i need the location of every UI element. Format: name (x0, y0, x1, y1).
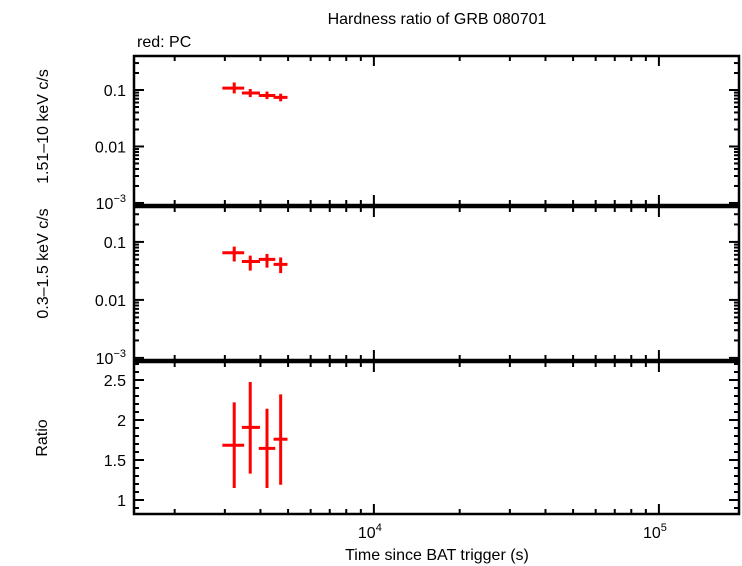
y-tick-label: 1 (117, 493, 126, 510)
panel-frame (132, 360, 741, 516)
panel-3: 1 1.5 2 2.5 Ratio (34, 360, 741, 516)
y-tick-label: 0.01 (95, 139, 126, 156)
chart-title: Hardness ratio of GRB 080701 (328, 11, 547, 28)
x-axis-label: Time since BAT trigger (s) (345, 547, 529, 564)
y-axis-label: 1.51–10 keV c/s (35, 69, 52, 184)
panel-2: 0.1 0.01 10−3 0.3–1.5 keV c/s (35, 205, 741, 368)
y-axis-label: 0.3–1.5 keV c/s (35, 208, 52, 318)
y-tick-label-exponent: −3 (113, 193, 126, 205)
panel-frame (132, 54, 741, 207)
x-tick-label: 105 (643, 522, 667, 542)
x-tick-label-exponent: 5 (661, 522, 667, 534)
y-tick-label: 2.5 (104, 373, 126, 390)
y-tick-label: 10−3 (96, 348, 126, 368)
y-axis-label: Ratio (34, 419, 51, 456)
y-tick-label: 2 (117, 413, 126, 430)
y-tick-label: 10−3 (96, 193, 126, 213)
y-tick-label: 1.5 (104, 453, 126, 470)
y-tick-label: 0.1 (104, 83, 126, 100)
panel-frame (132, 205, 741, 362)
x-tick-label-exponent: 4 (376, 522, 382, 534)
y-tick-label: 0.1 (104, 235, 126, 252)
panel-1: 0.1 0.01 10−3 1.51–10 keV c/s (35, 54, 741, 213)
y-tick-label-exponent: −3 (113, 348, 126, 360)
y-tick-label: 0.01 (95, 293, 126, 310)
x-tick-label: 104 (358, 522, 382, 542)
legend-note: red: PC (137, 34, 191, 51)
